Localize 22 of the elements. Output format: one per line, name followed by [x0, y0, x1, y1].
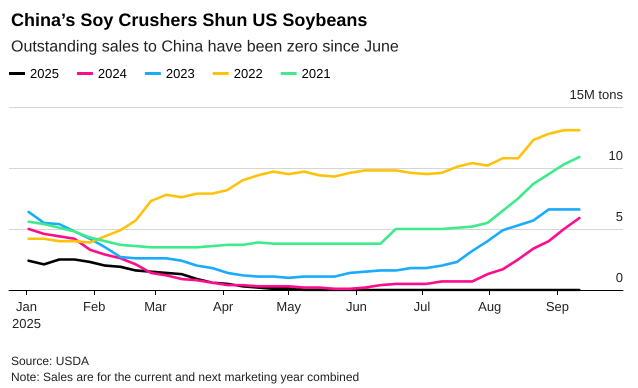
- y-tick-label: 10: [608, 148, 623, 163]
- y-tick-label: 0: [616, 270, 623, 285]
- x-tick-label: Jan 2025: [12, 299, 41, 331]
- legend-label: 2023: [166, 66, 195, 81]
- y-tick-label: 15M tons: [570, 87, 624, 102]
- chart-subtitle: Outstanding sales to China have been zero since June: [11, 38, 399, 56]
- legend-label: 2021: [302, 66, 331, 81]
- x-tick-label: Aug: [478, 299, 502, 314]
- legend-label: 2022: [234, 66, 263, 81]
- x-tick-label: Sep: [546, 299, 570, 314]
- x-tick-label: Jun: [346, 299, 367, 314]
- legend-label: 2025: [30, 66, 59, 81]
- chart-title: China’s Soy Crushers Shun US Soybeans: [11, 10, 368, 30]
- text: Note: Sales are for the current and next marketing year combined: [11, 370, 360, 384]
- x-tick-label: Feb: [83, 299, 106, 314]
- legend-label: 2024: [98, 66, 127, 81]
- x-tick-label: Jul: [414, 299, 430, 314]
- x-tick-label: Mar: [144, 299, 168, 314]
- x-tick-label: May: [276, 299, 302, 314]
- y-tick-label: 5: [616, 209, 623, 224]
- source-note: Source: USDA: [11, 354, 90, 368]
- x-tick-label: Apr: [213, 299, 234, 314]
